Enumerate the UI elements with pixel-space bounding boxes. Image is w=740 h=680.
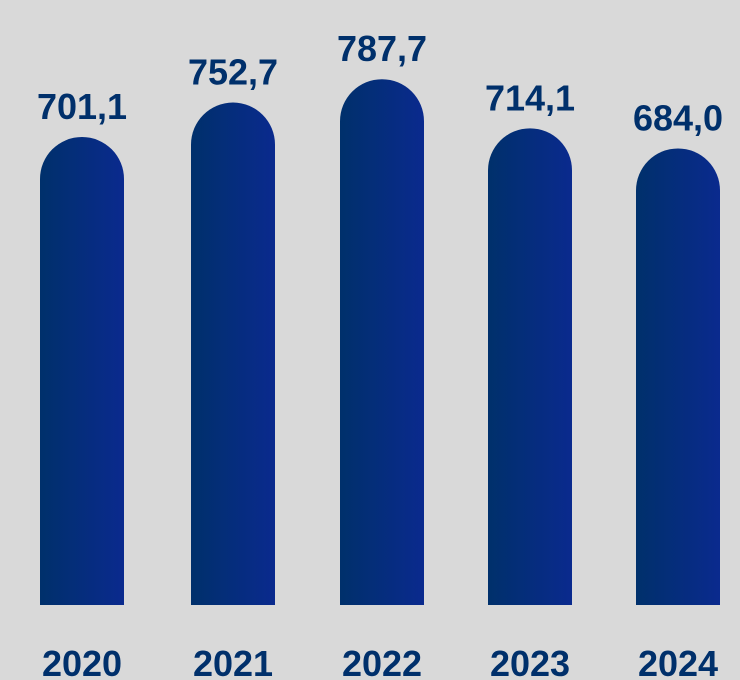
bar-2022 xyxy=(340,79,424,605)
bars-group xyxy=(40,79,720,605)
value-label-2020: 701,1 xyxy=(37,86,127,127)
bar-2024 xyxy=(636,148,720,605)
bar-2020 xyxy=(40,137,124,605)
value-label-2022: 787,7 xyxy=(337,28,427,69)
bar-2021 xyxy=(191,102,275,605)
value-label-2023: 714,1 xyxy=(485,77,575,118)
value-label-2024: 684,0 xyxy=(633,97,723,138)
value-labels-group: 701,1 752,7 787,7 714,1 684,0 xyxy=(37,28,723,138)
x-tick-label-2021: 2021 xyxy=(193,643,273,680)
x-tick-label-2020: 2020 xyxy=(42,643,122,680)
x-axis-tick-labels: 2020 2021 2022 2023 2024 xyxy=(42,643,718,680)
x-tick-label-2023: 2023 xyxy=(490,643,570,680)
value-label-2021: 752,7 xyxy=(188,52,278,93)
bar-2023 xyxy=(488,128,572,605)
x-tick-label-2024: 2024 xyxy=(638,643,718,680)
x-tick-label-2022: 2022 xyxy=(342,643,422,680)
